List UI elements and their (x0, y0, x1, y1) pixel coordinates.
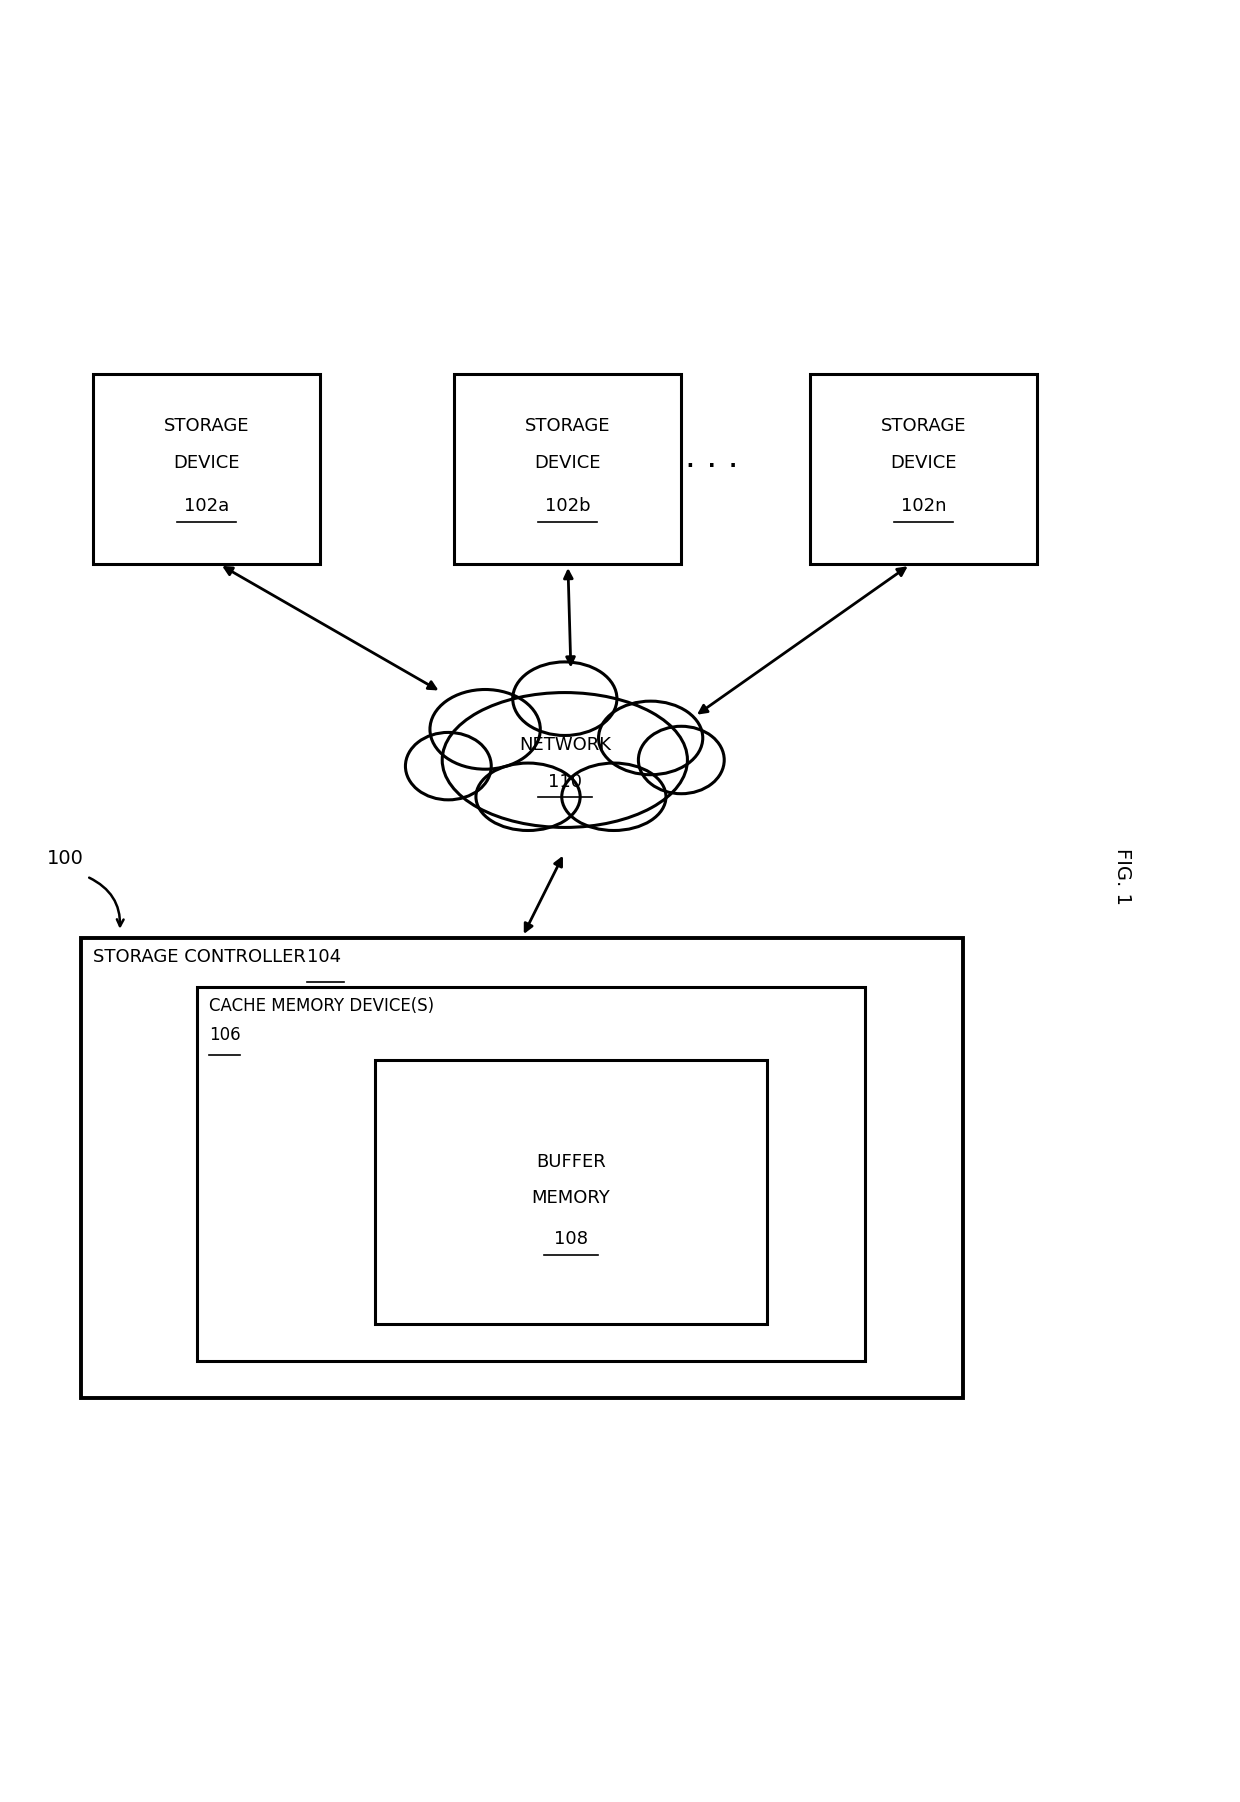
Ellipse shape (599, 701, 703, 775)
Text: DEVICE: DEVICE (890, 454, 957, 472)
Text: STORAGE CONTROLLER: STORAGE CONTROLLER (93, 948, 305, 966)
Text: STORAGE: STORAGE (526, 416, 610, 434)
Ellipse shape (405, 732, 491, 800)
Ellipse shape (512, 661, 618, 735)
Text: 102n: 102n (900, 497, 946, 515)
Ellipse shape (639, 726, 724, 793)
Text: MEMORY: MEMORY (532, 1189, 610, 1207)
Text: STORAGE: STORAGE (164, 416, 249, 434)
Text: 104: 104 (308, 948, 341, 966)
Bar (93, 373, 320, 564)
Text: 100: 100 (47, 849, 84, 867)
Bar (197, 987, 866, 1361)
Text: 110: 110 (548, 773, 582, 791)
Text: 108: 108 (554, 1229, 588, 1247)
Ellipse shape (476, 762, 580, 831)
Text: BUFFER: BUFFER (536, 1153, 606, 1171)
Text: CACHE MEMORY DEVICE(S): CACHE MEMORY DEVICE(S) (210, 997, 434, 1015)
Text: FIG. 1: FIG. 1 (1114, 849, 1132, 905)
Bar (374, 1060, 768, 1324)
Text: STORAGE: STORAGE (880, 416, 966, 434)
Text: DEVICE: DEVICE (534, 454, 601, 472)
Bar (455, 373, 681, 564)
Text: 102a: 102a (184, 497, 229, 515)
Ellipse shape (430, 690, 541, 769)
Text: 102b: 102b (546, 497, 590, 515)
Text: . . .: . . . (686, 441, 739, 474)
Ellipse shape (562, 762, 666, 831)
Bar (810, 373, 1037, 564)
Bar (81, 937, 963, 1398)
Ellipse shape (443, 692, 687, 827)
Text: DEVICE: DEVICE (172, 454, 239, 472)
Text: 106: 106 (210, 1025, 241, 1043)
Text: NETWORK: NETWORK (518, 737, 611, 755)
